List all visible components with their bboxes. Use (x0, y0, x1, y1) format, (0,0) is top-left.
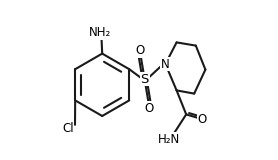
Text: Cl: Cl (62, 121, 74, 135)
Text: O: O (135, 44, 145, 57)
Text: O: O (145, 101, 154, 115)
Text: NH₂: NH₂ (89, 26, 111, 39)
Text: H₂N: H₂N (157, 133, 180, 146)
Text: O: O (198, 113, 207, 126)
Text: N: N (161, 57, 170, 71)
Text: S: S (140, 73, 149, 86)
